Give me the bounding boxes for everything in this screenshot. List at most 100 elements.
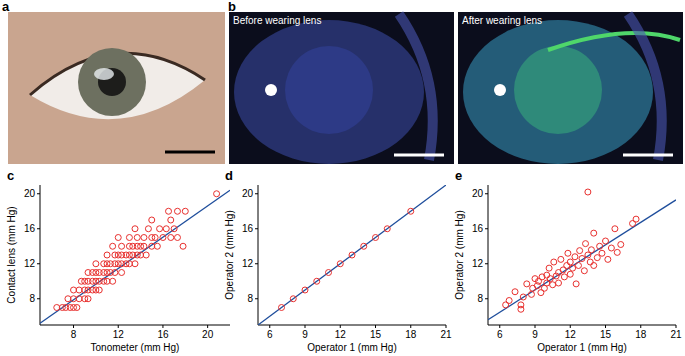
data-point: [110, 243, 116, 249]
y-tick: [485, 228, 488, 229]
data-point: [132, 226, 138, 232]
data-point: [182, 208, 188, 214]
x-tick: [269, 325, 270, 328]
x-tick: [118, 325, 119, 328]
data-point: [614, 249, 620, 255]
data-point: [96, 287, 102, 293]
x-tick: [340, 325, 341, 328]
x-tick-label: 8: [71, 329, 77, 340]
data-point: [577, 248, 583, 254]
data-point: [85, 296, 91, 302]
y-tick: [255, 228, 258, 229]
x-tick-label: 18: [635, 329, 647, 340]
x-axis: [488, 325, 676, 326]
data-point: [141, 235, 147, 241]
data-point: [633, 216, 639, 222]
panel-label: d: [225, 168, 233, 183]
data-point: [349, 252, 355, 258]
x-tick-label: 16: [157, 329, 169, 340]
y-tick-label: 20: [24, 188, 36, 199]
data-point: [384, 226, 390, 232]
x-tick-label: 12: [335, 329, 347, 340]
data-point: [567, 259, 573, 265]
data-point: [119, 270, 125, 276]
data-point: [551, 259, 557, 265]
data-point: [583, 241, 589, 247]
data-point: [573, 281, 579, 287]
x-tick-label: 18: [405, 329, 417, 340]
data-point: [581, 268, 587, 274]
eyelid: [628, 14, 662, 160]
data-point: [166, 208, 172, 214]
plot-area: [40, 190, 230, 323]
panel-label: c: [7, 168, 14, 183]
x-tick-label: 21: [440, 329, 452, 340]
data-point: [564, 263, 570, 269]
data-point: [572, 254, 578, 260]
cornea: [514, 46, 602, 134]
x-axis-title: Operator 1 (mm Hg): [307, 342, 396, 353]
data-point: [168, 235, 174, 241]
y-axis-title: Contact lens (mm Hg): [6, 206, 17, 303]
scale-bar: [394, 154, 444, 157]
y-tick: [255, 193, 258, 194]
data-point: [361, 243, 367, 249]
data-point: [547, 276, 553, 282]
y-axis: [258, 185, 259, 325]
data-point: [599, 250, 605, 256]
y-axis: [40, 185, 41, 325]
data-point: [558, 256, 564, 262]
x-axis: [258, 325, 446, 326]
x-tick-label: 21: [670, 329, 682, 340]
reflection: [265, 84, 277, 96]
data-point: [174, 235, 180, 241]
data-point: [126, 235, 132, 241]
data-point: [561, 274, 567, 280]
data-point: [104, 252, 110, 258]
data-point: [570, 265, 576, 271]
data-point: [141, 243, 147, 249]
data-point: [112, 270, 118, 276]
x-tick-label: 12: [565, 329, 577, 340]
data-point: [302, 287, 308, 293]
x-tick: [446, 325, 447, 328]
data-point: [556, 280, 562, 286]
data-point: [279, 305, 285, 311]
x-tick: [305, 325, 306, 328]
data-point: [290, 296, 296, 302]
y-axis: [488, 185, 489, 325]
panel-label: b: [228, 0, 236, 14]
data-point: [565, 250, 571, 256]
y-axis-title: Operator 2 (mm Hg): [454, 210, 465, 299]
y-tick: [37, 298, 40, 299]
scatter-panel: 69121518218121620Operator 1 (mm Hg)Opera…: [454, 168, 682, 353]
x-axis-title: Operator 1 (mm Hg): [537, 342, 626, 353]
x-tick: [375, 325, 376, 328]
data-point: [579, 256, 585, 262]
y-tick-label: 16: [24, 223, 36, 234]
scale-bar: [165, 151, 215, 154]
data-point: [119, 243, 125, 249]
cornea-glow: [234, 20, 424, 164]
x-tick: [676, 325, 677, 328]
data-point: [163, 226, 169, 232]
data-point: [518, 302, 524, 308]
data-point: [74, 305, 80, 311]
data-point: [585, 189, 591, 195]
data-point: [337, 261, 343, 267]
y-tick: [255, 263, 258, 264]
x-tick: [73, 325, 74, 328]
reflection: [494, 84, 506, 96]
x-tick-label: 15: [600, 329, 612, 340]
data-point: [149, 217, 155, 223]
y-axis-title: Operator 2 (mm Hg): [224, 210, 235, 299]
eyelid: [399, 14, 433, 160]
data-point: [524, 281, 530, 287]
reflection: [94, 68, 114, 80]
photo-b: [458, 12, 683, 164]
data-point: [512, 289, 518, 295]
data-point: [132, 261, 138, 267]
data-point: [608, 245, 614, 251]
data-point: [550, 282, 556, 288]
fit-line: [258, 185, 446, 325]
